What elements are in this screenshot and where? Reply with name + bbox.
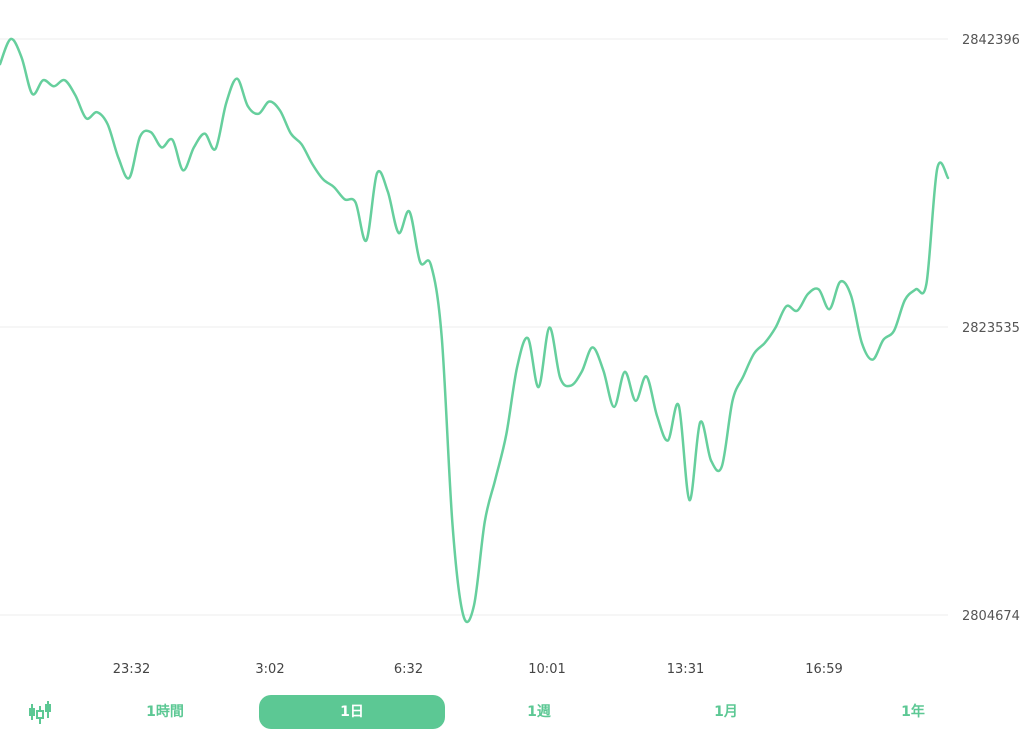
price-series-line (0, 37, 950, 624)
x-axis-ticks: 23:32 3:02 6:32 10:01 13:31 16:59 (113, 662, 843, 677)
gridlines (0, 38, 948, 616)
range-button-1-hour[interactable]: 1時間 (146, 704, 184, 720)
x-tick-label: 6:32 (394, 662, 423, 677)
y-tick-label: 2804674 (962, 609, 1020, 624)
x-tick-label: 10:01 (528, 662, 565, 677)
x-tick-label: 13:31 (667, 662, 704, 677)
price-line-chart: 2842396 2823535 2804674 23:32 3:02 6:32 … (0, 33, 1020, 677)
range-button-1-year[interactable]: 1年 (901, 704, 925, 720)
y-axis-ticks: 2842396 2823535 2804674 (962, 33, 1020, 624)
range-button-1-week[interactable]: 1週 (527, 704, 551, 720)
range-button-1-month[interactable]: 1月 (714, 704, 738, 720)
candlestick-toggle-button[interactable] (22, 698, 58, 726)
candlestick-chart-icon (29, 701, 51, 724)
x-tick-label: 3:02 (255, 662, 284, 677)
time-range-selector: 1時間 1日 1週 1月 1年 (0, 690, 1024, 734)
x-tick-label: 23:32 (113, 662, 150, 677)
x-tick-label: 16:59 (805, 662, 842, 677)
price-series (0, 37, 950, 624)
y-tick-label: 2842396 (962, 33, 1020, 48)
range-button-1-day[interactable]: 1日 (259, 695, 445, 729)
y-tick-label: 2823535 (962, 321, 1020, 336)
